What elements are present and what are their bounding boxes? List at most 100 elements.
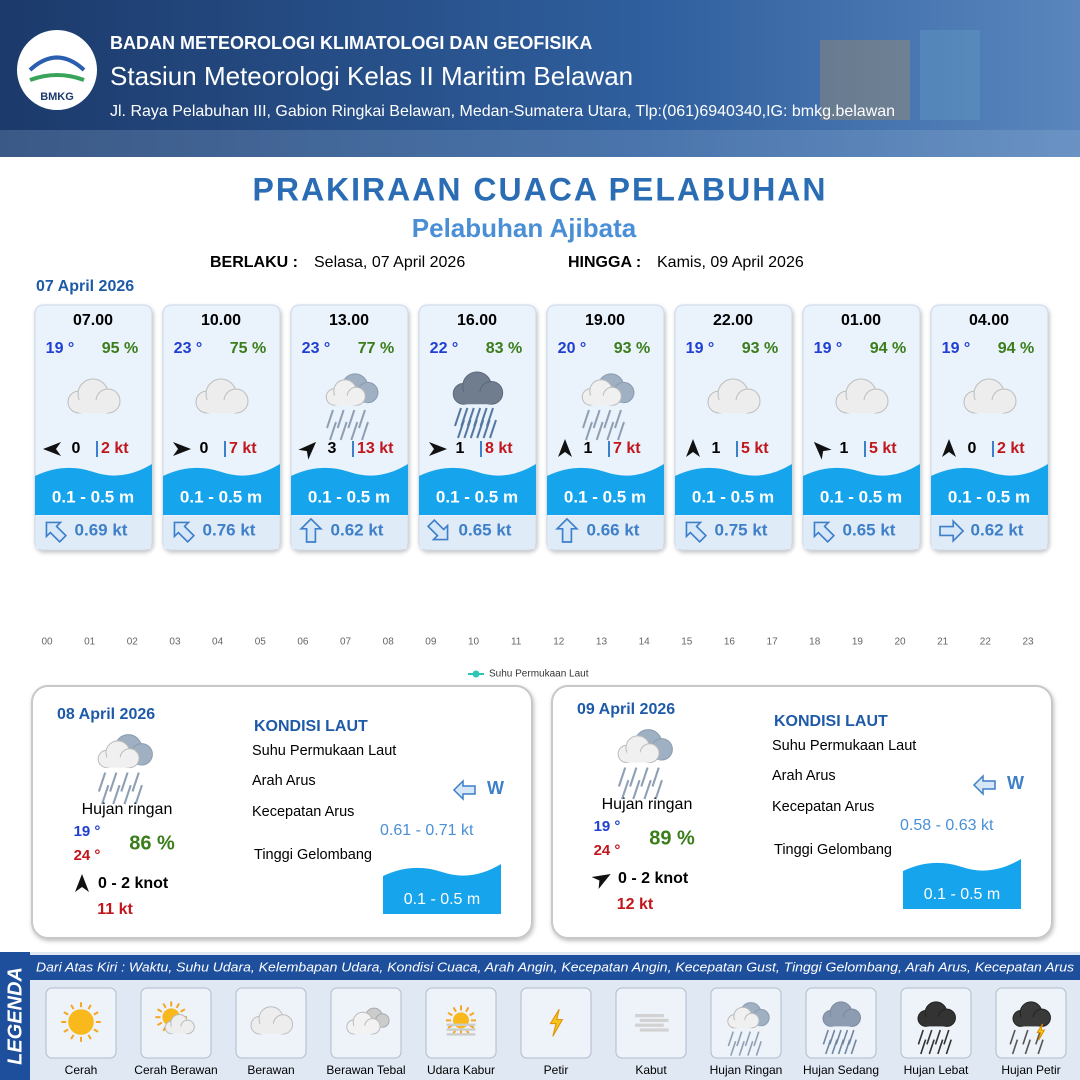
x-tick-label: 13 <box>596 637 608 648</box>
legend-item: Cerah <box>65 1063 98 1077</box>
current-arrow <box>939 519 965 543</box>
separator <box>96 441 98 457</box>
current-speed: 0.62 kt <box>331 520 384 539</box>
gust: 8 kt <box>485 440 513 457</box>
x-tick-label: 11 <box>511 637 522 648</box>
wave-height: 0.1 - 0.5 m <box>308 487 390 506</box>
rain-drop <box>454 407 462 427</box>
time: 16.00 <box>457 312 497 329</box>
wind-arrow <box>558 439 572 457</box>
x-tick-label: 03 <box>169 637 181 648</box>
humidity: 94 % <box>870 340 906 357</box>
rain-drop <box>654 779 663 800</box>
weather-icon <box>195 378 249 414</box>
air-temp: 19 ° <box>942 340 971 357</box>
wind-speed: 1 <box>584 440 593 457</box>
current-dir: W <box>487 778 504 798</box>
x-tick-label: 14 <box>639 637 651 648</box>
legend-label: Suhu Permukaan Laut <box>489 669 589 680</box>
rain-drop <box>617 421 625 441</box>
weather-icon <box>1009 1001 1051 1055</box>
air-temp: 19 ° <box>814 340 843 357</box>
legend-item: Udara Kabur <box>427 1063 495 1077</box>
legend-item: Hujan Lebat <box>904 1063 969 1077</box>
sun-ray <box>70 1004 75 1010</box>
current-arrow <box>426 518 449 541</box>
rain-drop <box>1024 1039 1031 1055</box>
day-date: 09 April 2026 <box>577 701 675 718</box>
rain-drop <box>112 784 121 805</box>
separator <box>608 441 610 457</box>
wave-band <box>291 464 408 515</box>
wind-speed: 1 <box>712 440 721 457</box>
time: 07.00 <box>73 312 113 329</box>
time: 19.00 <box>585 312 625 329</box>
rain-drop <box>603 409 612 429</box>
rain-drop <box>1022 1029 1029 1045</box>
sea-label: Tinggi Gelombang <box>774 842 892 858</box>
rain-drop <box>585 421 593 441</box>
air-temp: 19 ° <box>46 340 75 357</box>
rain-drop <box>347 409 356 429</box>
sun-ray <box>469 1012 475 1017</box>
haze-line <box>446 1033 476 1036</box>
rain-drop <box>339 421 348 441</box>
gust: 5 kt <box>869 440 897 457</box>
air-temp: 20 ° <box>558 340 587 357</box>
logo-text: BMKG <box>40 91 74 103</box>
legend-item: Kabut <box>635 1063 667 1077</box>
cloud-part <box>719 400 748 413</box>
wind-arrow <box>75 874 89 892</box>
rain-drop <box>755 1040 762 1056</box>
rain-drop <box>730 1040 737 1056</box>
lightning <box>1036 1023 1046 1041</box>
wave-height: 0.1 - 0.5 m <box>924 886 1000 903</box>
rain-drop <box>643 779 652 800</box>
rain-drop <box>326 409 334 429</box>
x-tick-label: 00 <box>41 637 53 648</box>
gust: 13 kt <box>357 440 394 457</box>
wave-band <box>419 464 536 515</box>
current-arrow <box>813 521 836 544</box>
wave-height: 0.1 - 0.5 m <box>404 891 480 908</box>
separator <box>736 441 738 457</box>
current-arrow <box>299 517 323 543</box>
wave-band <box>903 859 1021 909</box>
sea-label: Suhu Permukaan Laut <box>252 743 396 759</box>
rain-drop <box>937 1039 944 1055</box>
x-tick-label: 20 <box>894 637 906 648</box>
title: PRAKIRAAN CUACA PELABUHAN <box>252 171 827 207</box>
sun-ray <box>63 1028 69 1033</box>
current-dir: W <box>1007 773 1024 793</box>
x-tick-label: 01 <box>84 637 96 648</box>
sun-ray <box>157 1008 163 1013</box>
rain-drop <box>592 409 601 429</box>
cloud-part <box>1020 1017 1042 1027</box>
humidity: 86 % <box>129 832 175 854</box>
rain-drop <box>361 421 369 441</box>
rain-drop <box>943 1029 950 1045</box>
weather-icon <box>917 1001 956 1055</box>
weather-icon <box>325 373 379 441</box>
rain-drop <box>120 772 129 792</box>
rain-drop <box>822 1029 829 1045</box>
legend-item: Berawan <box>247 1063 294 1077</box>
rain-drop <box>1011 1039 1019 1055</box>
gust: 12 kt <box>617 896 654 913</box>
sun-ray <box>87 1034 92 1040</box>
current-speed: 0.65 kt <box>843 520 896 539</box>
humidity: 93 % <box>742 340 778 357</box>
separator <box>864 441 866 457</box>
rain-drop <box>358 409 366 429</box>
rain-drop <box>109 772 118 792</box>
weather-icon <box>822 1001 861 1055</box>
wave-band <box>675 464 792 515</box>
rain-drop <box>617 767 627 787</box>
rain-drop <box>848 1029 855 1045</box>
x-tick-label: 23 <box>1022 637 1034 648</box>
rain-drop <box>466 407 475 427</box>
cloud-part <box>207 400 236 413</box>
rain-drop <box>336 409 345 429</box>
sun-ray <box>93 1028 99 1033</box>
weather-icon <box>250 1006 294 1035</box>
